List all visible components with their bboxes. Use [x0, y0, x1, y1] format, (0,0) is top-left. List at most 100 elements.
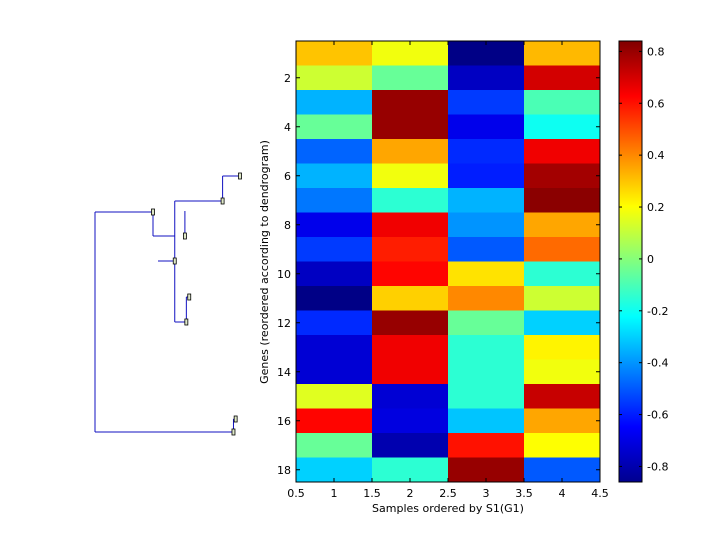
- heatmap-cell: [448, 41, 524, 66]
- heatmap-cell: [448, 433, 524, 458]
- x-axis-ticks: 0.5 1 1.5 2 2.5 3 3.5 4 4.5: [287, 41, 609, 500]
- x-tick-label: 1: [331, 487, 338, 500]
- heatmap-cell: [524, 212, 600, 237]
- dendrogram-node: [220, 197, 225, 205]
- heatmap-cell: [372, 457, 448, 482]
- heatmap-cell: [448, 310, 524, 335]
- heatmap-cell: [372, 261, 448, 286]
- heatmap-cell: [448, 114, 524, 139]
- heatmap-cell: [372, 41, 448, 66]
- heatmap-cell: [524, 188, 600, 213]
- heatmap-cell: [296, 65, 372, 90]
- colorbar-tick-label: -0.8: [647, 460, 668, 473]
- heatmap-cell: [524, 335, 600, 360]
- y-tick-label: 2: [284, 72, 291, 85]
- y-tick-label: 14: [277, 366, 291, 379]
- y-tick-label: 18: [277, 464, 291, 477]
- colorbar-tick-label: -0.6: [647, 409, 668, 422]
- heatmap-cell: [524, 237, 600, 262]
- heatmap-cell: [372, 359, 448, 384]
- heatmap-cell: [524, 457, 600, 482]
- y-axis-label: Genes (reordered according to dendrogram…: [258, 140, 271, 384]
- heatmap-cell: [448, 384, 524, 409]
- heatmap-cell: [448, 139, 524, 164]
- heatmap-cell: [524, 90, 600, 115]
- y-tick-label: 16: [277, 415, 291, 428]
- heatmap-cell: [524, 286, 600, 311]
- colorbar-tick-label: 0.4: [647, 149, 665, 162]
- dendrogram-node: [172, 257, 177, 265]
- x-tick-label: 3.5: [515, 487, 533, 500]
- heatmap-cell: [296, 90, 372, 115]
- heatmap-cell: [372, 188, 448, 213]
- heatmap-cell: [372, 384, 448, 409]
- colorbar-tick-label: -0.4: [647, 357, 668, 370]
- heatmap-cell: [372, 310, 448, 335]
- heatmap-cell: [296, 139, 372, 164]
- dendrogram-node: [187, 293, 192, 301]
- heatmap-cell: [296, 286, 372, 311]
- heatmap-cell: [372, 286, 448, 311]
- heatmap-cell: [524, 384, 600, 409]
- dendrogram-node: [233, 415, 238, 423]
- dendrogram-node: [231, 428, 236, 436]
- heatmap-cell: [372, 163, 448, 188]
- heatmap-cell: [296, 359, 372, 384]
- heatmap-cell: [448, 237, 524, 262]
- colorbar: [618, 40, 643, 483]
- colorbar-tick-label: 0.8: [647, 45, 665, 58]
- x-tick-label: 3: [483, 487, 490, 500]
- heatmap-cell: [372, 65, 448, 90]
- heatmap-cell: [448, 163, 524, 188]
- y-tick-label: 8: [284, 219, 291, 232]
- y-tick-label: 10: [277, 268, 291, 281]
- x-tick-label: 1.5: [363, 487, 381, 500]
- colorbar-tick-label: 0.2: [647, 201, 665, 214]
- x-tick-label: 2.5: [439, 487, 457, 500]
- heatmap-cell: [296, 237, 372, 262]
- heatmap-cell: [296, 310, 372, 335]
- dendrogram-node: [238, 172, 242, 180]
- heatmap-cell: [448, 188, 524, 213]
- heatmap-cell: [296, 457, 372, 482]
- dendrogram-node: [184, 318, 189, 326]
- heatmap-cell: [448, 335, 524, 360]
- dendrogram-node: [182, 232, 187, 240]
- heatmap-cell: [448, 65, 524, 90]
- heatmap-cell: [372, 139, 448, 164]
- heatmap-cell: [448, 261, 524, 286]
- colorbar-tick-label: -0.2: [647, 305, 668, 318]
- heatmap-cell: [524, 310, 600, 335]
- heatmap-cell: [524, 261, 600, 286]
- heatmap-cell: [296, 212, 372, 237]
- heatmap-cell: [296, 261, 372, 286]
- heatmap-cell: [296, 335, 372, 360]
- heatmap-cell: [524, 408, 600, 433]
- colorbar-tick-label: 0.6: [647, 97, 665, 110]
- heatmap-cells: [296, 41, 600, 482]
- heatmap-cell: [296, 433, 372, 458]
- heatmap-cell: [372, 212, 448, 237]
- heatmap-cell: [448, 359, 524, 384]
- heatmap-cell: [296, 384, 372, 409]
- heatmap-cell: [296, 114, 372, 139]
- heatmap-cell: [448, 286, 524, 311]
- x-tick-label: 2: [407, 487, 414, 500]
- heatmap-cell: [372, 408, 448, 433]
- heatmap-cell: [372, 433, 448, 458]
- dendrogram-node: [151, 208, 155, 216]
- heatmap-cell: [372, 237, 448, 262]
- heatmap-cell: [448, 408, 524, 433]
- heatmap-cell: [448, 90, 524, 115]
- heatmap-cell: [296, 41, 372, 66]
- y-tick-label: 12: [277, 317, 291, 330]
- dendrogram: [94, 172, 242, 436]
- colorbar-tick-label: 0: [647, 253, 654, 266]
- heatmap-cell: [524, 114, 600, 139]
- heatmap-cell: [524, 163, 600, 188]
- heatmap-cell: [296, 188, 372, 213]
- heatmap-cell: [448, 212, 524, 237]
- heatmap-cell: [296, 163, 372, 188]
- heatmap-cell: [524, 359, 600, 384]
